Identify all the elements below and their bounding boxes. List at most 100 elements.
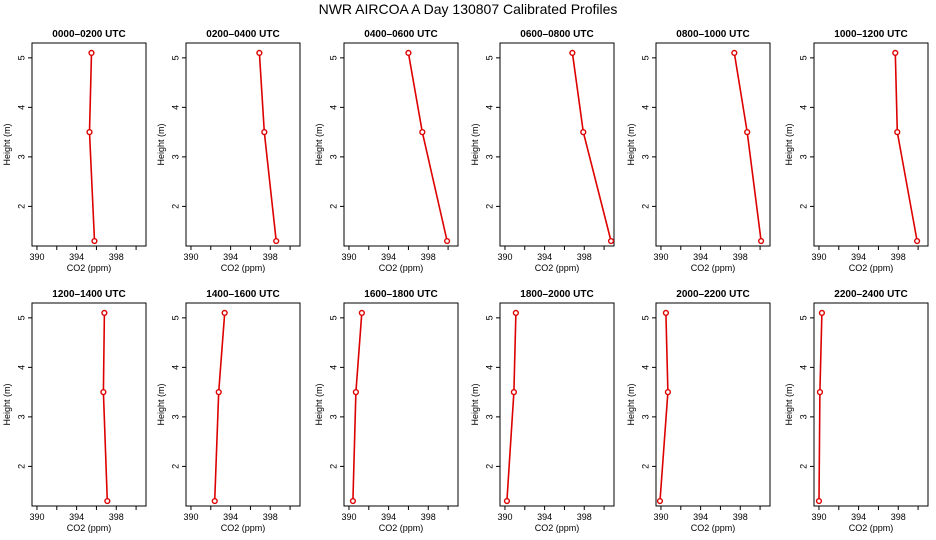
x-tick-label: 394 — [851, 512, 866, 522]
x-tick-label: 394 — [223, 512, 238, 522]
y-tick-label: 3 — [170, 154, 180, 159]
y-tick-label: 4 — [170, 365, 180, 370]
data-point — [358, 309, 365, 317]
panel-title: 0800–1000 UTC — [676, 29, 749, 40]
y-tick-label: 2 — [484, 464, 494, 469]
x-tick-label: 394 — [851, 252, 866, 262]
x-axis-label: CO2 (ppm) — [849, 263, 894, 273]
panel-title: 2200–2400 UTC — [834, 289, 907, 300]
x-tick-label: 398 — [263, 252, 278, 262]
profile-line — [818, 312, 823, 502]
x-tick-label: 398 — [891, 252, 906, 262]
x-axis-label: CO2 (ppm) — [535, 263, 580, 273]
y-tick-label: 2 — [484, 204, 494, 209]
x-axis-label: CO2 (ppm) — [221, 263, 266, 273]
profile-line — [102, 312, 109, 502]
y-tick-label: 4 — [484, 365, 494, 370]
profile-line — [506, 312, 517, 502]
x-tick-label: 398 — [263, 512, 278, 522]
data-point — [510, 389, 517, 396]
y-tick-label: 4 — [328, 105, 338, 110]
data-point — [512, 309, 519, 317]
plot-frame — [343, 42, 459, 247]
x-tick-label: 398 — [577, 252, 592, 262]
y-tick-label: 2 — [640, 204, 650, 209]
panel-5: 0800–1000 UTC 390 394 398 2 3 4 5 CO2 (ppm) Heigh… — [626, 29, 771, 273]
y-tick-label: 4 — [16, 105, 26, 110]
data-point — [580, 129, 587, 136]
data-point — [443, 237, 451, 245]
x-axis-label: CO2 (ppm) — [67, 263, 112, 273]
data-point — [261, 129, 268, 136]
data-point — [88, 49, 95, 57]
data-point — [757, 237, 765, 245]
plot-frame — [185, 302, 301, 507]
y-tick-label: 3 — [484, 414, 494, 419]
y-tick-label: 3 — [484, 154, 494, 159]
y-tick-label: 4 — [484, 105, 494, 110]
panel-title: 1000–1200 UTC — [834, 29, 907, 40]
data-point — [419, 129, 426, 136]
panel-title: 1400–1600 UTC — [206, 289, 279, 300]
x-tick-label: 394 — [381, 512, 396, 522]
x-tick-label: 394 — [693, 252, 708, 262]
profile-line — [659, 312, 669, 502]
x-tick-label: 394 — [537, 252, 552, 262]
data-point — [815, 497, 823, 505]
panel-title: 1200–1400 UTC — [52, 289, 125, 300]
panel-7: 1200–1400 UTC 390 394 398 2 3 4 5 CO2 (ppm) Heigh… — [2, 289, 147, 533]
panel-title: 0200–0400 UTC — [206, 29, 279, 40]
data-point — [818, 309, 826, 317]
x-tick-label: 394 — [381, 252, 396, 262]
plot-frame — [31, 302, 147, 507]
x-tick-label: 398 — [421, 252, 436, 262]
data-point — [503, 497, 511, 505]
data-point — [256, 49, 263, 57]
x-tick-label: 390 — [497, 252, 512, 262]
y-tick-label: 4 — [798, 365, 808, 370]
x-tick-label: 390 — [29, 512, 44, 522]
x-axis-label: CO2 (ppm) — [535, 523, 580, 533]
y-tick-label: 4 — [16, 365, 26, 370]
x-tick-label: 390 — [497, 512, 512, 522]
plot-frame — [499, 302, 615, 507]
y-axis-label: Height (m) — [314, 383, 324, 425]
panel-2: 0200–0400 UTC 390 394 398 2 3 4 5 CO2 (ppm) Heigh… — [156, 29, 301, 273]
profile-line — [894, 52, 918, 242]
x-tick-label: 390 — [29, 252, 44, 262]
data-point — [662, 309, 670, 317]
data-point — [894, 129, 901, 136]
y-axis-label: Height (m) — [2, 383, 12, 425]
data-point — [101, 309, 108, 317]
y-axis-label: Height (m) — [470, 123, 480, 165]
plot-frame — [813, 302, 929, 507]
data-point — [731, 49, 738, 57]
y-tick-label: 5 — [484, 55, 494, 60]
y-tick-label: 2 — [16, 464, 26, 469]
y-tick-label: 5 — [170, 55, 180, 60]
x-axis-label: CO2 (ppm) — [379, 263, 424, 273]
y-tick-label: 5 — [16, 55, 26, 60]
y-tick-label: 5 — [328, 315, 338, 320]
y-tick-label: 3 — [16, 414, 26, 419]
panel-title: 1600–1800 UTC — [364, 289, 437, 300]
data-point — [352, 389, 359, 396]
x-axis-label: CO2 (ppm) — [67, 523, 112, 533]
x-tick-label: 394 — [69, 512, 84, 522]
x-tick-label: 390 — [653, 252, 668, 262]
x-tick-label: 390 — [183, 252, 198, 262]
profile-line — [213, 312, 226, 502]
y-tick-label: 3 — [170, 414, 180, 419]
y-tick-label: 3 — [16, 154, 26, 159]
x-tick-label: 398 — [421, 512, 436, 522]
x-tick-label: 390 — [341, 252, 356, 262]
plot-frame — [499, 42, 615, 247]
y-tick-label: 5 — [640, 55, 650, 60]
panel-title: 0600–0800 UTC — [520, 29, 593, 40]
data-point — [215, 389, 222, 396]
x-tick-label: 398 — [733, 252, 748, 262]
x-tick-label: 390 — [811, 252, 826, 262]
panel-title: 1800–2000 UTC — [520, 289, 593, 300]
y-axis-label: Height (m) — [314, 123, 324, 165]
y-axis-label: Height (m) — [784, 383, 794, 425]
